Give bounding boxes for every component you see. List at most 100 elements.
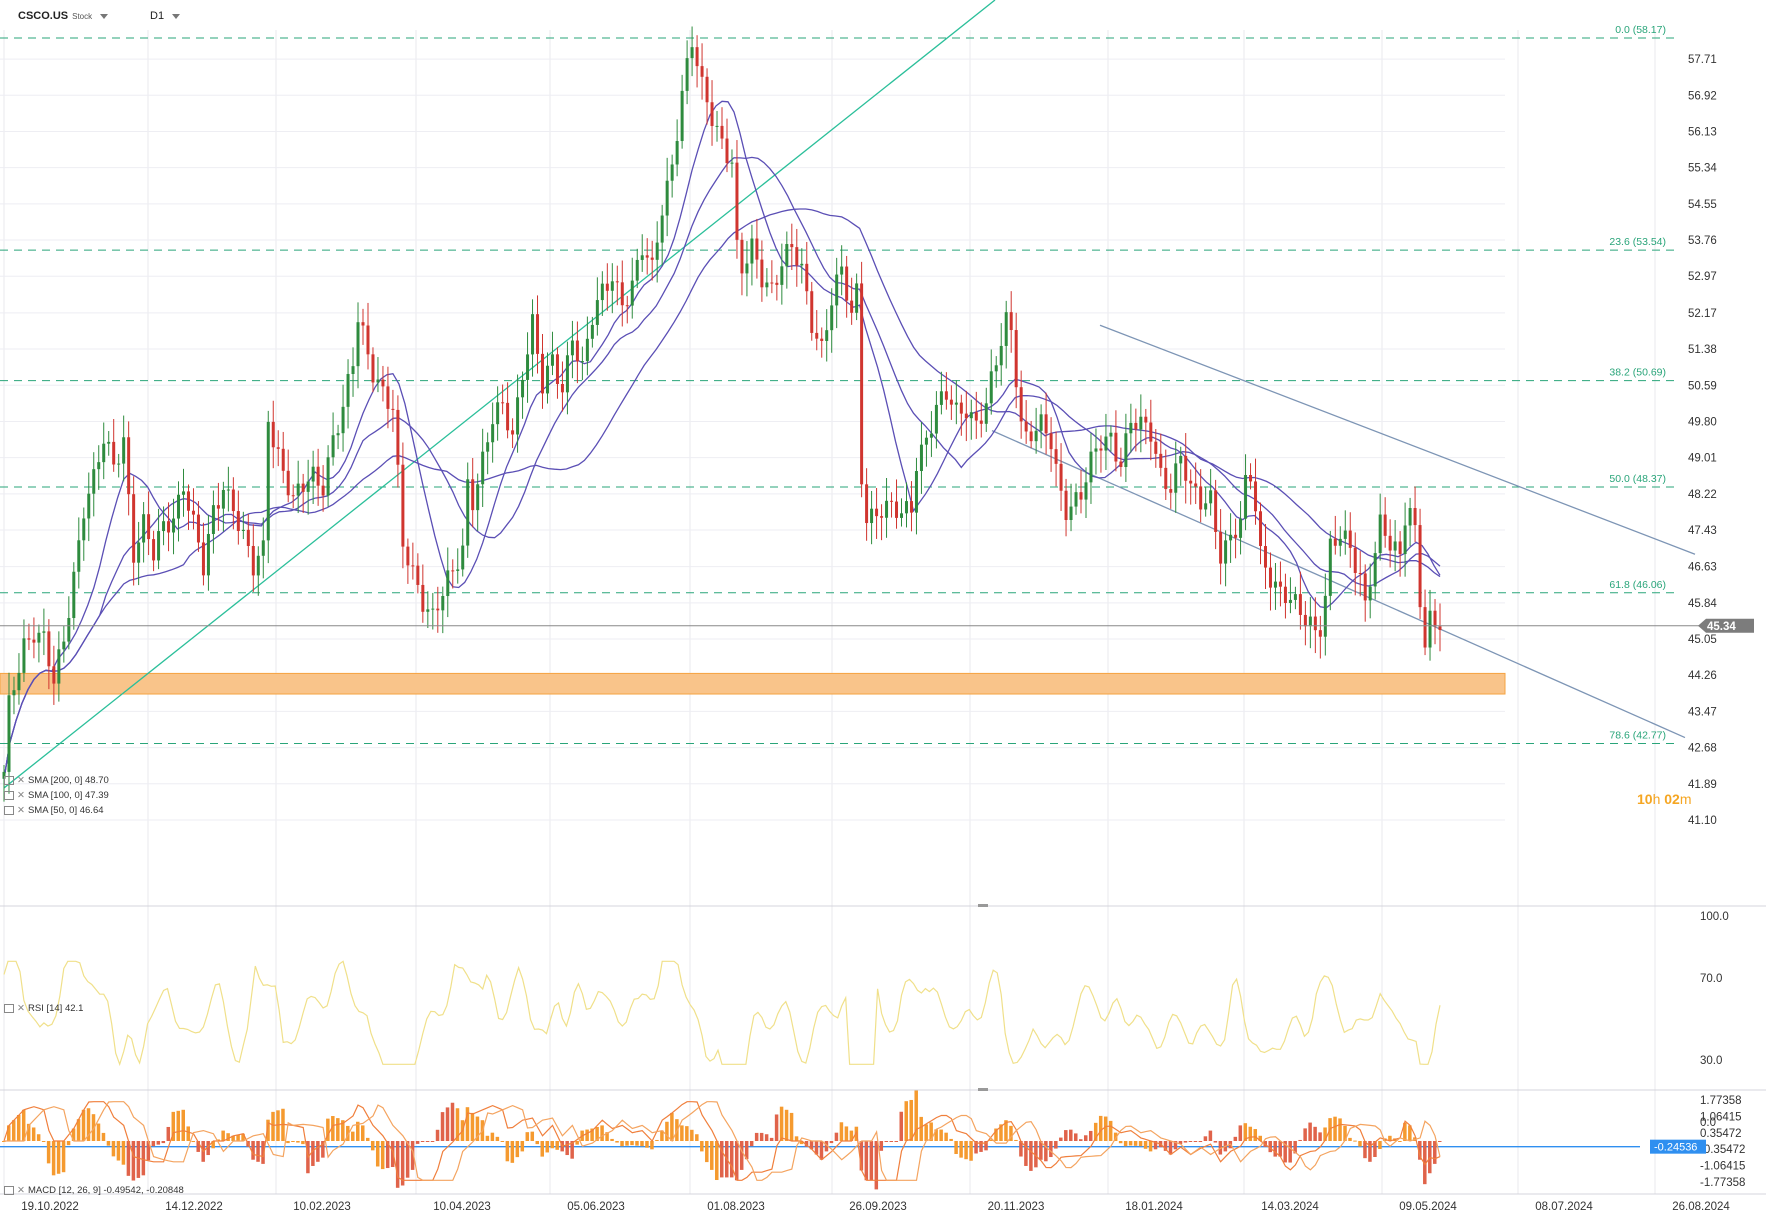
macd-histogram-bar — [316, 1141, 320, 1162]
candle-body — [1129, 422, 1133, 434]
candle-body — [1199, 486, 1203, 510]
macd-histogram-bar — [1188, 1141, 1193, 1142]
candle-body — [321, 485, 325, 496]
macd-histogram-bar — [650, 1141, 654, 1150]
macd-histogram-bar — [400, 1141, 405, 1186]
legend-sma100[interactable]: ✕ SMA [100, 0] 47.39 — [4, 790, 109, 801]
macd-histogram-bar — [1378, 1141, 1382, 1150]
macd-histogram-bar — [156, 1141, 161, 1145]
candle-body — [1368, 586, 1372, 601]
x-tick-label: 19.10.2022 — [21, 1201, 79, 1213]
macd-histogram-bar — [2, 1141, 6, 1142]
macd-histogram-bar — [1064, 1130, 1068, 1141]
macd-histogram-bar — [1433, 1141, 1437, 1164]
candle-body — [1403, 525, 1407, 555]
macd-histogram-bar — [525, 1132, 530, 1141]
close-icon[interactable]: ✕ — [17, 805, 25, 816]
settings-icon[interactable] — [4, 790, 14, 800]
candle-body — [481, 451, 485, 485]
macd-histogram-bar — [81, 1109, 86, 1141]
candle-body — [1084, 482, 1088, 500]
macd-histogram-bar — [864, 1141, 869, 1181]
macd-histogram-bar — [575, 1141, 579, 1145]
macd-histogram-bar — [814, 1141, 819, 1155]
candle-body — [371, 354, 375, 383]
macd-histogram-bar — [989, 1139, 993, 1141]
candle-body — [1418, 525, 1422, 608]
macd-tick-label: -1.06415 — [1700, 1161, 1745, 1173]
candle-body — [900, 513, 904, 518]
channel-upper-line — [1099, 324, 1696, 555]
candle-body — [914, 471, 918, 513]
candle-body — [1044, 414, 1048, 434]
macd-histogram-bar — [670, 1112, 674, 1141]
macd-histogram-bar — [380, 1141, 385, 1170]
trendlines — [3, 0, 1696, 789]
macd-histogram-bar — [660, 1130, 664, 1141]
settings-icon[interactable] — [4, 805, 14, 815]
close-icon[interactable]: ✕ — [17, 775, 25, 786]
price-tick-label: 48.22 — [1688, 489, 1717, 501]
close-icon[interactable]: ✕ — [17, 790, 25, 801]
macd-histogram-bar — [1423, 1141, 1427, 1185]
settings-icon[interactable] — [4, 1003, 14, 1013]
settings-icon[interactable] — [4, 1185, 14, 1195]
candle-body — [850, 300, 854, 313]
candle-body — [491, 424, 495, 443]
macd-histogram-bar — [176, 1110, 181, 1141]
timeframe-selector[interactable]: D1 — [150, 10, 181, 22]
candle-body — [162, 521, 166, 532]
macd-histogram-bar — [116, 1141, 121, 1161]
price-tick-label: 56.92 — [1688, 90, 1717, 102]
close-icon[interactable]: ✕ — [17, 1185, 25, 1196]
macd-histogram-bar — [1103, 1116, 1108, 1141]
candle-body — [1139, 416, 1143, 430]
candle-body — [461, 545, 465, 570]
symbol-selector[interactable]: CSCO.US Stock — [18, 10, 109, 22]
candle-body — [1259, 511, 1263, 547]
macd-histogram-bar — [166, 1126, 171, 1141]
macd-histogram-bar — [445, 1107, 450, 1141]
macd-histogram-bar — [31, 1127, 36, 1141]
candle-body — [246, 529, 250, 546]
legend-sma200[interactable]: ✕ SMA [200, 0] 48.70 — [4, 775, 109, 786]
macd-tick-label: 0.35472 — [1700, 1128, 1742, 1140]
candle-body — [172, 518, 176, 533]
candle-body — [157, 531, 161, 561]
macd-histogram-bar — [974, 1141, 978, 1154]
macd-histogram-bar — [420, 1141, 425, 1142]
candle-body — [1393, 541, 1397, 551]
macd-histogram-bar — [1373, 1141, 1377, 1157]
candle-body — [1219, 531, 1223, 564]
legend-macd[interactable]: ✕ MACD [12, 26, 9] -0.49542, -0.20848 — [4, 1185, 184, 1196]
candle-body — [361, 322, 365, 326]
macd-histogram-bar — [1113, 1132, 1118, 1141]
macd-histogram-bar — [984, 1141, 988, 1151]
candle-body — [595, 300, 599, 325]
price-tick-label: 52.17 — [1688, 308, 1717, 320]
legend-sma50[interactable]: ✕ SMA [50, 0] 46.64 — [4, 805, 104, 816]
macd-histogram-bar — [535, 1141, 540, 1145]
macd-histogram-bar — [954, 1141, 958, 1155]
macd-histogram-bar — [1153, 1141, 1158, 1150]
candle-body — [770, 282, 774, 284]
macd-histogram-bar — [226, 1133, 230, 1141]
candle-body — [112, 441, 116, 465]
sma50-label: SMA [50, 0] — [27, 805, 78, 816]
macd-histogram-bar — [630, 1141, 634, 1146]
macd-histogram-bar — [749, 1141, 754, 1147]
macd-histogram-bar — [884, 1141, 889, 1142]
candle-body — [765, 282, 769, 288]
candle-body — [77, 540, 81, 572]
macd-histogram-bar — [301, 1141, 305, 1145]
sma100-value: 47.39 — [85, 790, 109, 801]
candle-body — [526, 354, 530, 380]
legend-rsi[interactable]: ✕ RSI [14] 42.1 — [4, 1003, 83, 1014]
close-icon[interactable]: ✕ — [17, 1003, 25, 1014]
macd-tick-label: -1.77358 — [1700, 1177, 1745, 1189]
candle-body — [1428, 610, 1432, 648]
candle-body — [301, 483, 305, 492]
macd-histogram-bar — [171, 1111, 176, 1141]
settings-icon[interactable] — [4, 775, 14, 785]
